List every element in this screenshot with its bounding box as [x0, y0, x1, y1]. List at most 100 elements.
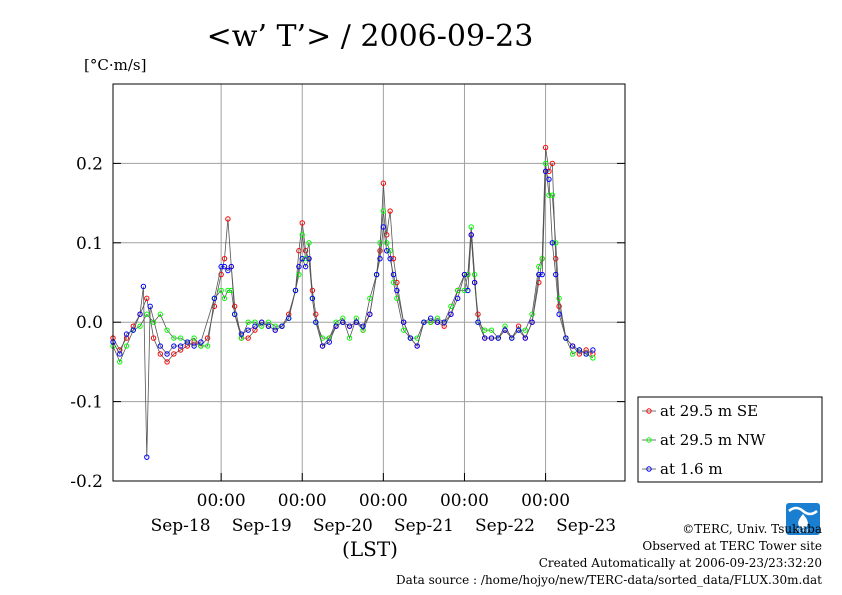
data-point-nw: [367, 295, 373, 302]
data-point-nw: [377, 240, 383, 246]
data-point-nw: [468, 224, 474, 230]
data-point-low: [549, 240, 556, 246]
data-point-low: [563, 335, 569, 341]
data-point-nw: [471, 271, 478, 278]
x-ticks: 00:00 00:00 00:00 00:00 00:00: [197, 473, 570, 511]
legend-box: [637, 396, 823, 483]
data-point-low: [515, 327, 522, 333]
data-point-low: [542, 168, 549, 175]
data-point-low: [394, 287, 400, 294]
y-tick-label: 0.0: [76, 313, 103, 333]
data-point-low: [137, 311, 143, 317]
data-point-low: [465, 287, 471, 294]
data-point-low: [340, 319, 346, 325]
data-point-low: [546, 176, 552, 182]
data-point-low: [333, 323, 339, 329]
data-point-low: [272, 327, 278, 333]
data-point-nw: [448, 303, 454, 310]
data-point-low: [367, 311, 373, 317]
data-point-se: [150, 335, 157, 341]
data-point-low: [461, 271, 468, 278]
x-axis-label: (LST): [342, 537, 398, 561]
data-point-nw: [539, 255, 545, 262]
data-point-low: [475, 319, 481, 325]
series-line-low: [112, 171, 594, 458]
data-point-low: [495, 335, 501, 341]
data-point-nw: [245, 319, 251, 325]
data-point-nw: [400, 327, 407, 333]
data-point-low: [225, 267, 231, 274]
series-line-nw: [112, 163, 594, 363]
data-point-low: [414, 343, 420, 349]
legend-marker-se: [646, 408, 652, 414]
series-layer: [110, 144, 596, 460]
data-point-low: [522, 335, 529, 341]
data-point-low: [319, 343, 326, 349]
data-point-low: [144, 454, 150, 460]
data-point-low: [390, 271, 397, 278]
day-labels: Sep-18 Sep-19 Sep-20 Sep-21 Sep-22 Sep-23: [151, 516, 617, 536]
data-point-low: [509, 335, 515, 341]
data-point-nw: [465, 271, 471, 278]
data-point-se: [556, 303, 562, 310]
data-point-low: [211, 295, 218, 302]
data-point-low: [130, 327, 136, 333]
y-ticks: 0.2 0.1 0.0 -0.1 -0.2: [70, 154, 625, 492]
data-point-low: [488, 335, 495, 341]
data-point-nw: [191, 335, 197, 341]
y-axis-unit: [°C·m/s]: [84, 56, 146, 74]
data-point-low: [279, 323, 285, 329]
grid-lines: [113, 84, 625, 482]
data-point-low: [455, 295, 461, 302]
data-point-low: [198, 339, 204, 345]
data-point-nw: [299, 232, 305, 238]
data-point-nw: [137, 323, 143, 329]
data-point-low: [184, 339, 191, 345]
data-point-low: [468, 232, 474, 238]
data-point-nw: [590, 355, 596, 361]
data-point-low: [306, 255, 312, 262]
series-low: [110, 168, 596, 460]
data-point-se: [553, 255, 559, 262]
data-point-low: [123, 331, 130, 337]
data-point-se: [204, 335, 211, 341]
data-point-low: [421, 319, 427, 325]
data-point-low: [218, 263, 224, 270]
data-point-se: [245, 335, 251, 341]
data-point-low: [529, 319, 535, 325]
data-point-low: [576, 347, 583, 353]
y-tick-label: -0.2: [70, 472, 103, 492]
data-point-nw: [394, 295, 400, 302]
data-point-nw: [306, 240, 312, 246]
credit-created: Created Automatically at 2006-09-23/23:3…: [539, 556, 822, 570]
data-point-se: [171, 351, 177, 357]
data-point-nw: [218, 287, 224, 294]
legend-items: at 29.5 m SE at 29.5 m NW at 1.6 m: [642, 402, 766, 478]
data-point-low: [309, 295, 316, 302]
y-tick-label: -0.1: [70, 393, 103, 413]
data-point-low: [553, 271, 559, 278]
data-point-nw: [123, 343, 130, 349]
data-point-nw: [171, 335, 177, 341]
legend-label-nw: at 29.5 m NW: [660, 431, 766, 449]
data-point-nw: [522, 327, 529, 333]
data-point-nw: [390, 279, 397, 286]
day-label: Sep-23: [556, 516, 616, 536]
data-point-nw: [384, 240, 390, 246]
data-point-nw: [117, 359, 123, 365]
series-se: [110, 144, 596, 365]
data-point-low: [569, 343, 576, 349]
data-point-nw: [569, 351, 576, 357]
data-point-se: [221, 255, 228, 262]
data-point-low: [441, 319, 447, 325]
data-point-low: [380, 224, 387, 230]
data-point-low: [427, 315, 434, 321]
data-point-nw: [144, 311, 150, 317]
data-point-low: [583, 351, 589, 357]
data-point-low: [238, 331, 245, 337]
data-point-nw: [164, 327, 170, 333]
data-point-low: [157, 343, 164, 349]
data-point-nw: [302, 255, 309, 262]
y-tick-label: 0.1: [76, 234, 103, 254]
